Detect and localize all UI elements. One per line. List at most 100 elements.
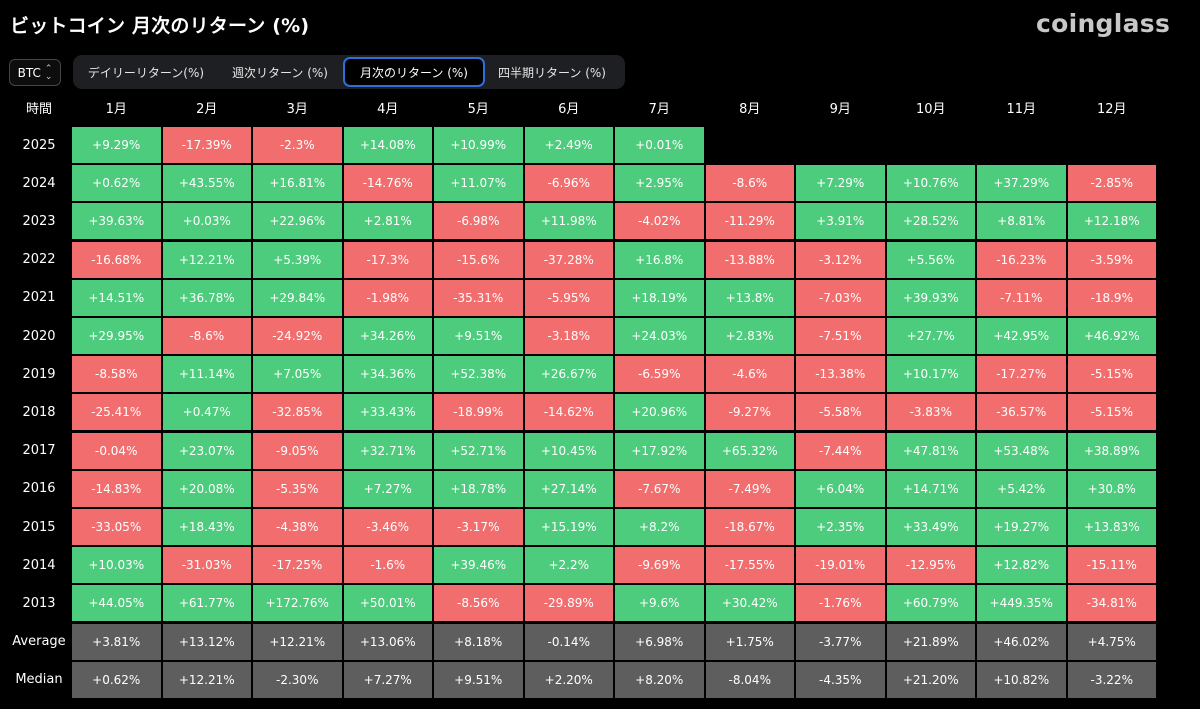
summary-cell: +7.27% xyxy=(343,661,432,698)
return-cell: -6.98% xyxy=(434,203,523,240)
return-cell: -3.18% xyxy=(524,318,613,354)
return-cell: +34.36% xyxy=(343,356,432,393)
return-cell: +44.05% xyxy=(72,585,161,622)
column-header: 3月 xyxy=(286,101,308,117)
return-cell: +11.07% xyxy=(434,165,523,202)
return-cell: -3.59% xyxy=(1067,241,1156,278)
return-cell: +38.89% xyxy=(1067,432,1156,469)
summary-cell: +6.98% xyxy=(615,623,704,660)
return-cell: +43.55% xyxy=(162,165,251,202)
return-cell: +0.62% xyxy=(72,165,161,202)
return-cell: -18.67% xyxy=(705,509,794,545)
return-cell: +14.51% xyxy=(72,279,161,316)
return-cell: -32.85% xyxy=(253,394,342,431)
return-cell: -3.83% xyxy=(886,394,975,431)
return-cell: +30.42% xyxy=(705,585,794,622)
summary-row-label: Median xyxy=(15,672,63,688)
column-header: 11月 xyxy=(1006,101,1037,117)
return-cell: +47.81% xyxy=(886,432,975,469)
return-cell: -5.15% xyxy=(1067,356,1156,393)
return-cell: +36.78% xyxy=(162,279,251,316)
return-cell: -24.92% xyxy=(253,318,342,354)
return-cell: -5.35% xyxy=(253,470,342,507)
up-down-chevron-icon: ⌃ ⌄ xyxy=(44,63,53,82)
summary-cell: -0.14% xyxy=(524,623,613,660)
return-cell: -35.31% xyxy=(434,279,523,316)
page-title: ビットコイン 月次のリターン (%) xyxy=(10,15,310,37)
return-cell: +39.93% xyxy=(886,279,975,316)
corner-label: 時間 xyxy=(25,101,52,117)
return-cell: +18.43% xyxy=(162,509,251,545)
return-cell: +0.47% xyxy=(162,394,251,431)
return-cell: -0.04% xyxy=(72,432,161,469)
return-cell: -25.41% xyxy=(72,394,161,431)
return-cell: +37.29% xyxy=(977,165,1066,202)
coin-select[interactable]: BTC ⌃ ⌄ xyxy=(9,59,61,86)
return-cell: +0.01% xyxy=(615,127,704,163)
year-label: 2024 xyxy=(22,175,56,191)
year-label: 2023 xyxy=(22,213,56,229)
return-cell: +10.03% xyxy=(72,547,161,584)
return-cell: -29.89% xyxy=(524,585,613,622)
return-cell: -8.6% xyxy=(705,165,794,202)
summary-cell: +12.21% xyxy=(162,661,251,698)
return-cell: +12.82% xyxy=(977,547,1066,584)
return-cell: -15.6% xyxy=(434,241,523,278)
return-cell: +10.99% xyxy=(434,127,523,163)
summary-cell: +3.81% xyxy=(72,623,161,660)
return-cell: -3.46% xyxy=(343,509,432,545)
return-cell: -1.76% xyxy=(796,585,885,622)
return-cell: -17.27% xyxy=(977,356,1066,393)
year-label: 2015 xyxy=(22,519,56,535)
column-header: 10月 xyxy=(915,101,946,117)
return-cell: +20.96% xyxy=(615,394,704,431)
column-header: 1月 xyxy=(105,101,127,117)
return-cell: -11.29% xyxy=(705,203,794,240)
return-cell: +30.8% xyxy=(1067,470,1156,507)
return-cell: +60.79% xyxy=(886,585,975,622)
return-cell: +19.27% xyxy=(977,509,1066,545)
return-cell: +33.43% xyxy=(343,394,432,431)
return-cell: +2.2% xyxy=(524,547,613,584)
return-cell: +0.03% xyxy=(162,203,251,240)
return-cell: -1.98% xyxy=(343,279,432,316)
tab-weekly-return[interactable]: 週次リターン (%) xyxy=(232,65,328,80)
return-cell: +24.03% xyxy=(615,318,704,354)
brand-logo[interactable]: coinglass xyxy=(1036,9,1171,38)
return-cell: -9.27% xyxy=(705,394,794,431)
return-cell: -6.59% xyxy=(615,356,704,393)
return-cell: -37.28% xyxy=(524,241,613,278)
return-cell: -4.38% xyxy=(253,509,342,545)
return-cell: +5.56% xyxy=(886,241,975,278)
return-cell: +27.7% xyxy=(886,318,975,354)
return-cell: +10.45% xyxy=(524,432,613,469)
return-cell: +16.8% xyxy=(615,241,704,278)
return-cell: -8.6% xyxy=(162,318,251,354)
return-cell: -8.58% xyxy=(72,356,161,393)
tab-daily-return[interactable]: デイリーリターン(%) xyxy=(87,65,205,80)
return-cell: +12.18% xyxy=(1067,203,1156,240)
column-header: 6月 xyxy=(558,101,580,117)
return-cell: +27.14% xyxy=(524,470,613,507)
return-cell: +3.91% xyxy=(796,203,885,240)
column-header: 4月 xyxy=(377,101,399,117)
summary-cell: -2.30% xyxy=(253,661,342,698)
year-label: 2014 xyxy=(22,557,56,573)
summary-cell: +8.20% xyxy=(615,661,704,698)
return-cell: -7.44% xyxy=(796,432,885,469)
return-cell: +9.29% xyxy=(72,127,161,163)
return-cell: +449.35% xyxy=(977,585,1066,622)
return-cell: -33.05% xyxy=(72,509,161,545)
year-label: 2017 xyxy=(22,443,56,459)
return-cell: +12.21% xyxy=(162,241,251,278)
return-cell: -18.9% xyxy=(1067,279,1156,316)
return-cell: +29.84% xyxy=(253,279,342,316)
tab-monthly-return[interactable]: 月次のリターン (%) xyxy=(343,57,485,87)
return-cell: +16.81% xyxy=(253,165,342,202)
tab-quarterly-return[interactable]: 四半期リターン (%) xyxy=(498,65,606,80)
return-cell: -1.6% xyxy=(343,547,432,584)
return-cell: +13.83% xyxy=(1067,509,1156,545)
year-label: 2016 xyxy=(22,481,56,497)
return-cell: +9.51% xyxy=(434,318,523,354)
return-cell: +2.95% xyxy=(615,165,704,202)
